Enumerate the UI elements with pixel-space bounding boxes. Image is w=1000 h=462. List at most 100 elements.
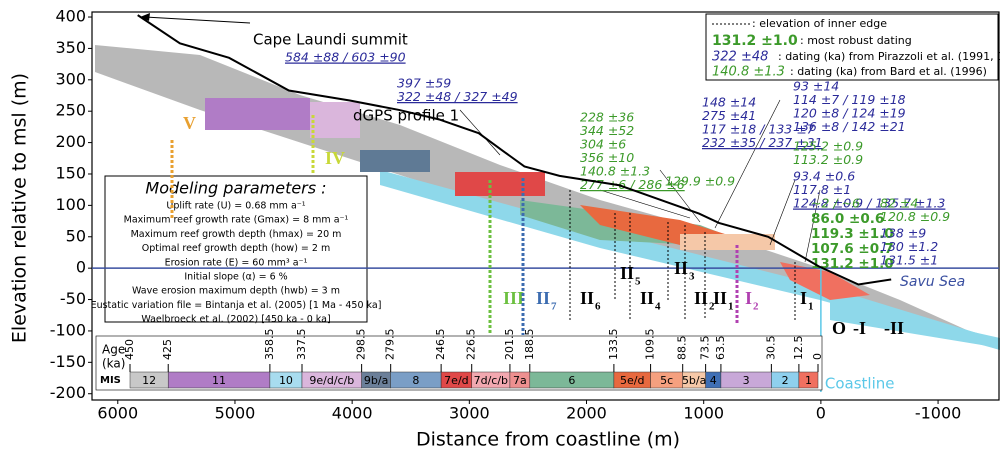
dating-label: 322 ±48 / 327 ±49 <box>397 89 518 104</box>
mis-stage-label: 6 <box>568 374 575 387</box>
dating-label: 131.5 ±1 <box>880 253 938 268</box>
mis-stage-label: 8 <box>412 374 419 387</box>
reef-1 <box>780 262 870 300</box>
age-tick-label: 0 <box>811 353 824 360</box>
parameter-line: Waelbroeck et al. (2002) [450 ka - 0 ka] <box>141 314 330 325</box>
y-tick-label: 250 <box>55 101 86 120</box>
y-tick-label: 0 <box>76 258 86 277</box>
terrace-label: -II <box>884 318 904 338</box>
x-tick-label: 4000 <box>332 404 373 423</box>
parameter-line: Erosion rate (E) = 60 mm³ a⁻¹ <box>165 257 308 268</box>
dating-label: 125.2 ±0.9 <box>793 139 863 154</box>
x-tick-label: 2000 <box>566 404 607 423</box>
mis-stage-label: 5c <box>660 374 673 387</box>
dating-label: 138 ±9 <box>880 226 926 241</box>
mis-stage-label: 9b/a <box>364 374 388 387</box>
arrow-head <box>140 13 150 21</box>
y-tick-label: 400 <box>55 7 86 26</box>
terrace-label: I <box>800 288 807 308</box>
reef-8 <box>360 150 430 172</box>
dating-label: 304 ±6 <box>580 137 626 152</box>
y-tick-label: 350 <box>55 38 86 57</box>
terrace-index: 1 <box>808 301 814 313</box>
age-tick-label: 188.5 <box>523 329 536 361</box>
dating-label: 140.8 ±1.3 <box>580 164 650 179</box>
dating-label: 148 ±14 <box>702 95 756 110</box>
dating-label: 93.4 ±0.6 <box>793 169 855 184</box>
terrace-index: 5 <box>635 276 641 288</box>
dating-label: 275 ±41 <box>702 108 756 123</box>
mis-stage-label: 9e/d/c/b <box>309 374 354 387</box>
x-axis-label: Distance from coastline (m) <box>416 429 680 451</box>
y-tick-label: 100 <box>55 195 86 214</box>
terrace-label: II <box>580 288 594 308</box>
x-tick-label: 1000 <box>683 404 724 423</box>
mis-stage <box>798 371 819 389</box>
legend-box <box>705 13 999 81</box>
terrace-index: 2 <box>709 301 715 313</box>
leader-lines <box>459 99 821 263</box>
legend-sample: 140.8 ±1.3 <box>712 65 785 80</box>
y-tick-label: -50 <box>60 289 86 308</box>
seabed <box>830 300 1000 348</box>
terrace-index: 7 <box>551 301 557 313</box>
legend-sample: 131.2 ±1.0 <box>712 33 798 49</box>
dating-label: 107.6 ±0.7 <box>811 241 894 257</box>
x-tick-label: 3000 <box>449 404 490 423</box>
y-tick-label: -150 <box>50 352 86 371</box>
age-tick-label: 88.5 <box>676 336 689 361</box>
y-tick-label: -200 <box>50 383 86 402</box>
terrace-label: V <box>183 113 196 133</box>
dating-label: 86.0 ±0.6 <box>811 211 884 227</box>
terrace-label: III <box>503 288 524 308</box>
dating-label: 130 ±1.2 <box>880 239 938 254</box>
terrace-label: II <box>674 258 688 278</box>
age-tick-label: 425 <box>161 339 174 360</box>
parameters-title: Modeling parameters : <box>145 179 326 198</box>
y-tick-label: 300 <box>55 69 86 88</box>
mis-stage-label: 7d/c/b <box>474 374 508 387</box>
parameter-line: Uplift rate (U) = 0.68 mm a⁻¹ <box>166 201 305 212</box>
terrace-label: II <box>620 263 634 283</box>
parameter-line: Eustatic variation file = Bintanja et al… <box>91 300 382 311</box>
age-tick-label: 30.5 <box>764 336 777 361</box>
mis-stage-label: 11 <box>212 374 226 387</box>
y-tick-label: 200 <box>55 132 86 151</box>
legend-text: : dating (ka) from Pirazzoli et al. (199… <box>778 50 1000 63</box>
reef-9 <box>310 102 360 138</box>
sea-label: Savu Sea <box>900 274 965 290</box>
x-tick-label: 0 <box>816 404 826 423</box>
summit-label: Cape Laundi summit <box>253 31 408 49</box>
x-tick-label: -1000 <box>915 404 962 423</box>
reef-7 <box>455 172 545 196</box>
mis-stage-label: 4 <box>710 374 717 387</box>
age-tick-label: 450 <box>123 339 136 360</box>
y-tick-label: -100 <box>50 320 86 339</box>
x-tick-label: 5000 <box>215 404 256 423</box>
legend-text: : elevation of inner edge <box>752 17 887 30</box>
parameter-line: Optimal reef growth depth (how) = 2 m <box>142 243 330 254</box>
age-tick-label: 226.5 <box>465 329 478 361</box>
dating-label: 136 ±8 / 142 ±21 <box>793 119 906 134</box>
dating-label: 131.2 ±1.0 <box>811 256 894 272</box>
terrace-label: O <box>832 318 846 338</box>
parameter-line: Maximum reef growth rate (Gmax) = 8 mm a… <box>124 215 349 226</box>
profile-line <box>137 14 892 286</box>
mis-stage-label: 1 <box>805 374 812 387</box>
age-tick-label: 298.5 <box>355 329 368 361</box>
dating-label: 228 ±36 <box>580 110 634 125</box>
mis-stage-label: 12 <box>142 374 156 387</box>
dating-label: 344 ±52 <box>580 123 634 138</box>
mis-stage-label: 3 <box>743 374 750 387</box>
legend-text: : most robust dating <box>800 34 912 47</box>
legend-sample: 322 ±48 <box>712 50 768 65</box>
terrace-label: I <box>745 288 752 308</box>
plot-frame <box>91 11 1000 401</box>
terrace-index: 3 <box>689 271 695 283</box>
dating-label: 117 ±18 / 133 ±7 <box>702 122 815 137</box>
terrace-label: IV <box>325 148 345 168</box>
terrace-index: 4 <box>655 301 661 313</box>
parameter-line: Initial slope (α) = 6 % <box>184 272 287 283</box>
age-tick-label: 109.5 <box>644 329 657 361</box>
dating-label: 113.2 ±0.9 <box>793 152 863 167</box>
